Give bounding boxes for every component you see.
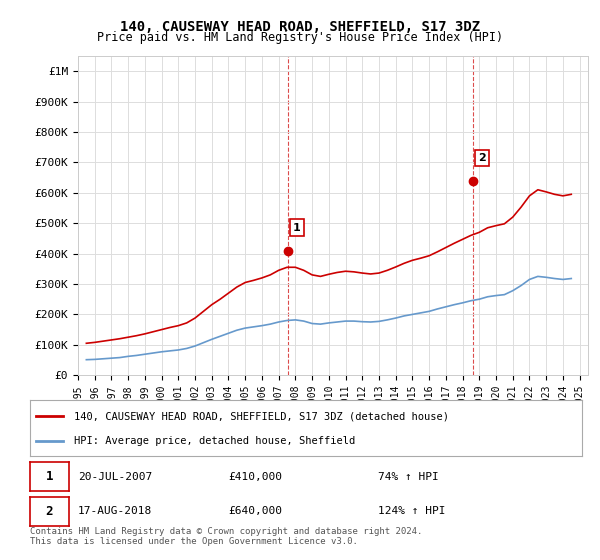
Text: HPI: Average price, detached house, Sheffield: HPI: Average price, detached house, Shef… bbox=[74, 436, 355, 446]
Text: Contains HM Land Registry data © Crown copyright and database right 2024.
This d: Contains HM Land Registry data © Crown c… bbox=[30, 526, 422, 546]
Text: 124% ↑ HPI: 124% ↑ HPI bbox=[378, 506, 445, 516]
Text: 140, CAUSEWAY HEAD ROAD, SHEFFIELD, S17 3DZ: 140, CAUSEWAY HEAD ROAD, SHEFFIELD, S17 … bbox=[120, 20, 480, 34]
Text: 1: 1 bbox=[293, 223, 301, 233]
Text: Price paid vs. HM Land Registry's House Price Index (HPI): Price paid vs. HM Land Registry's House … bbox=[97, 31, 503, 44]
Text: 20-JUL-2007: 20-JUL-2007 bbox=[78, 472, 152, 482]
Text: £640,000: £640,000 bbox=[228, 506, 282, 516]
Text: 1: 1 bbox=[46, 470, 53, 483]
Text: 140, CAUSEWAY HEAD ROAD, SHEFFIELD, S17 3DZ (detached house): 140, CAUSEWAY HEAD ROAD, SHEFFIELD, S17 … bbox=[74, 411, 449, 421]
Text: 17-AUG-2018: 17-AUG-2018 bbox=[78, 506, 152, 516]
Text: 2: 2 bbox=[478, 153, 486, 163]
Text: 74% ↑ HPI: 74% ↑ HPI bbox=[378, 472, 439, 482]
Text: 2: 2 bbox=[46, 505, 53, 518]
Text: £410,000: £410,000 bbox=[228, 472, 282, 482]
